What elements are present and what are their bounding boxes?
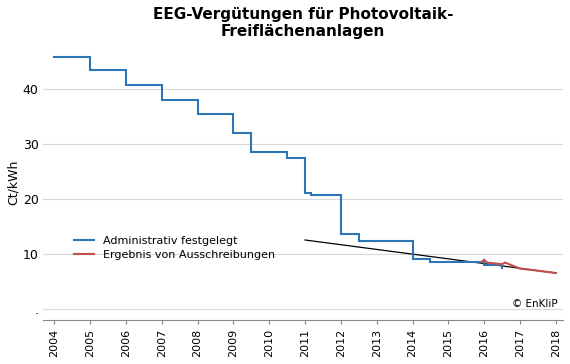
Y-axis label: Ct/kWh: Ct/kWh <box>7 159 20 205</box>
Administrativ festgelegt <box>302 156 308 161</box>
Administrativ festgelegt <box>158 83 165 88</box>
Administrativ festgelegt <box>481 260 488 264</box>
Administrativ festgelegt <box>87 68 93 72</box>
Line: Ergebnis von Ausschreibungen: Ergebnis von Ausschreibungen <box>481 260 556 273</box>
Administrativ festgelegt <box>158 98 165 102</box>
Text: © EnKliP: © EnKliP <box>512 299 558 309</box>
Ergebnis von Ausschreibungen <box>499 262 506 266</box>
Administrativ festgelegt <box>302 190 308 195</box>
Administrativ festgelegt <box>481 262 488 267</box>
Administrativ festgelegt <box>337 232 344 237</box>
Ergebnis von Ausschreibungen <box>516 266 523 271</box>
Ergebnis von Ausschreibungen <box>502 260 508 265</box>
Administrativ festgelegt <box>123 68 129 72</box>
Administrativ festgelegt <box>51 55 58 60</box>
Administrativ festgelegt <box>409 257 416 261</box>
Administrativ festgelegt <box>355 232 362 237</box>
Legend: Administrativ festgelegt, Ergebnis von Ausschreibungen: Administrativ festgelegt, Ergebnis von A… <box>70 232 280 265</box>
Administrativ festgelegt <box>337 193 344 198</box>
Administrativ festgelegt <box>499 262 506 267</box>
Ergebnis von Ausschreibungen <box>552 271 559 275</box>
Ergebnis von Ausschreibungen <box>528 268 535 272</box>
Title: EEG-Vergütungen für Photovoltaik-
Freiflächenanlagen: EEG-Vergütungen für Photovoltaik- Freifl… <box>153 7 454 39</box>
Administrativ festgelegt <box>308 193 315 198</box>
Administrativ festgelegt <box>499 265 506 270</box>
Administrativ festgelegt <box>409 238 416 243</box>
Administrativ festgelegt <box>194 98 201 102</box>
Administrativ festgelegt <box>308 190 315 195</box>
Administrativ festgelegt <box>248 131 255 135</box>
Administrativ festgelegt <box>266 150 272 155</box>
Ergebnis von Ausschreibungen <box>484 260 491 265</box>
Line: Administrativ festgelegt: Administrativ festgelegt <box>54 58 502 268</box>
Ergebnis von Ausschreibungen <box>481 258 488 262</box>
Administrativ festgelegt <box>230 131 237 135</box>
Administrativ festgelegt <box>230 111 237 116</box>
Administrativ festgelegt <box>87 55 93 60</box>
Administrativ festgelegt <box>123 83 129 88</box>
Administrativ festgelegt <box>427 257 434 261</box>
Administrativ festgelegt <box>284 156 291 161</box>
Administrativ festgelegt <box>355 238 362 243</box>
Administrativ festgelegt <box>266 150 272 155</box>
Administrativ festgelegt <box>284 150 291 155</box>
Administrativ festgelegt <box>194 111 201 116</box>
Ergebnis von Ausschreibungen <box>478 260 484 264</box>
Administrativ festgelegt <box>427 260 434 264</box>
Administrativ festgelegt <box>248 150 255 155</box>
